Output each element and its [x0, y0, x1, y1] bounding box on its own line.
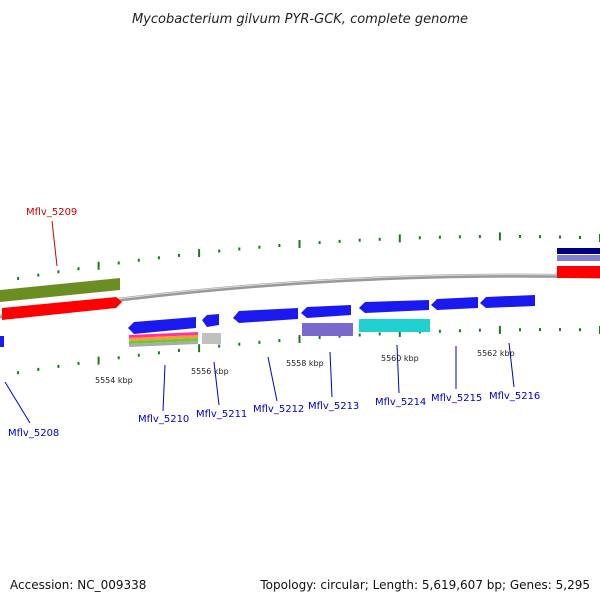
stripe-green	[129, 337, 199, 344]
reverse-strand-features	[0, 295, 535, 347]
gene-label-mflv-5214[interactable]: Mflv_5214	[375, 397, 426, 408]
navy-feature	[557, 248, 600, 254]
cds-forward-arrow-mflv-5209	[2, 297, 122, 320]
olive-feature	[0, 278, 120, 302]
cds-forward-right	[557, 266, 600, 278]
cds-reverse-arrow-mflv-5210	[128, 317, 196, 334]
gene-leader-lines	[4, 220, 515, 424]
cyan-feature-5214	[359, 319, 430, 332]
leader-line-mflv-5216	[508, 342, 515, 388]
gene-labels: Mflv_5208 Mflv_5209 Mflv_5210 Mflv_5211 …	[8, 207, 540, 439]
cds-reverse-arrow-left-edge	[0, 336, 4, 347]
stripe-pink	[129, 331, 199, 338]
gene-label-mflv-5213[interactable]: Mflv_5213	[308, 401, 359, 412]
accession-text: Accession: NC_009338	[10, 578, 147, 592]
gene-label-mflv-5208[interactable]: Mflv_5208	[8, 428, 59, 439]
stripe-grey	[129, 340, 199, 347]
leader-line-mflv-5212	[267, 356, 278, 402]
cds-reverse-arrow-mflv-5211	[202, 314, 219, 327]
leader-line-mflv-5211	[213, 361, 220, 406]
inner-tick-ring	[17, 325, 600, 375]
lavender-feature	[557, 255, 600, 261]
cds-reverse-arrow-mflv-5216	[480, 295, 535, 308]
stripe-orange	[129, 334, 199, 341]
gene-label-mflv-5215[interactable]: Mflv_5215	[431, 393, 482, 404]
cds-reverse-arrow-mflv-5213	[301, 305, 351, 318]
topology-text: Topology: circular; Length: 5,619,607 bp…	[260, 578, 590, 592]
kbp-label: 5562 kbp	[477, 349, 515, 358]
grey-feature	[202, 333, 221, 344]
gene-label-mflv-5216[interactable]: Mflv_5216	[489, 391, 540, 402]
leader-line-mflv-5213	[329, 351, 333, 398]
forward-strand-features	[0, 248, 600, 320]
kbp-label: 5560 kbp	[381, 354, 419, 363]
gene-label-mflv-5212[interactable]: Mflv_5212	[253, 404, 304, 415]
kbp-label: 5556 kbp	[191, 367, 229, 376]
lavender-feature-5213	[302, 323, 353, 336]
leader-line-mflv-5210	[162, 364, 166, 412]
cds-reverse-arrow-mflv-5214	[359, 300, 429, 313]
map-title: Mycobacterium gilvum PYR-GCK, complete g…	[132, 12, 468, 27]
leader-line-mflv-5209	[51, 220, 58, 267]
gene-label-mflv-5209[interactable]: Mflv_5209	[26, 207, 77, 218]
leader-line-mflv-5214	[396, 344, 400, 394]
gene-label-mflv-5210[interactable]: Mflv_5210	[138, 414, 189, 425]
cds-reverse-arrow-mflv-5215	[431, 297, 478, 310]
kbp-label: 5558 kbp	[286, 359, 324, 368]
scale-labels: 5554 kbp 5556 kbp 5558 kbp 5560 kbp 5562…	[95, 349, 515, 385]
kbp-label: 5554 kbp	[95, 376, 133, 385]
outer-tick-ring	[17, 232, 600, 280]
cds-reverse-arrow-mflv-5212	[233, 308, 298, 323]
leader-line-mflv-5208	[4, 381, 31, 424]
gene-label-mflv-5211[interactable]: Mflv_5211	[196, 409, 247, 420]
